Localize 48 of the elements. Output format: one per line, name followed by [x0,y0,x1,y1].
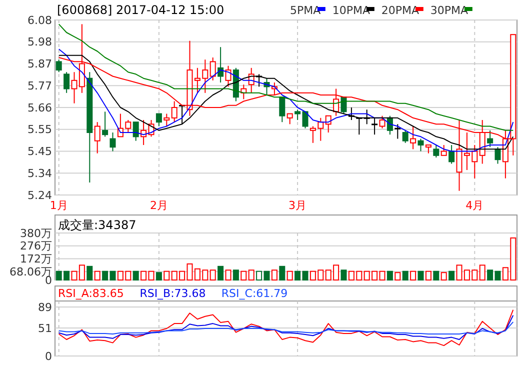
chart-title: [600868] 2017-04-12 15:00 [57,3,224,17]
x-tick-label: 3月 [288,199,307,212]
line-series [58,24,514,131]
bar [418,270,424,280]
line-series [58,321,514,334]
text: RSI_B:73.68 [140,287,206,300]
bar [340,270,347,280]
bar [86,266,93,280]
bar [402,270,408,280]
legend-label: 10PMA [332,4,371,17]
y-tick-label: 5.77 [28,79,52,92]
y-tick-label: 6.08 [28,14,52,27]
bar [386,270,393,280]
bar [132,270,139,280]
y-tick-label: 5.98 [28,36,52,49]
x-tick-label: 4月 [466,199,484,212]
bar [433,270,440,280]
legend-label: 5PMA [290,4,322,17]
y-tick-label: 5.34 [28,166,52,180]
candlestick [86,72,93,183]
candlestick [94,122,100,154]
x-tick-label: 2月 [150,199,168,212]
y-tick-label: 5.87 [28,58,52,71]
x-tick-label: 1月 [50,199,68,212]
y-tick-label: 380万 [20,226,52,240]
candlestick [110,132,116,152]
y-tick-label: 5.55 [28,123,52,136]
text: RSI_A:83.65 [58,287,124,300]
legend-label: 30PMA [430,4,469,17]
bar [218,266,224,280]
bar [156,272,162,280]
text: RSI_C:61.79 [221,287,288,300]
bar [448,270,455,280]
y-tick-label: 172万 [20,252,52,266]
text: 成交量:34387 [58,218,136,232]
legend-label: 20PMA [381,4,420,17]
bar [279,266,286,280]
y-tick-label: 0 [45,350,52,363]
y-tick-label: 5.24 [28,188,52,202]
bar [232,270,239,280]
candlestick [448,144,455,164]
y-tick-label: 51 [38,322,52,335]
y-tick-label: 5.45 [28,145,52,158]
y-tick-label: 89 [38,300,52,314]
line-series [58,314,514,340]
y-tick-label: 5.66 [28,101,52,114]
y-tick-label: 276万 [20,240,52,253]
line-series [58,309,514,346]
